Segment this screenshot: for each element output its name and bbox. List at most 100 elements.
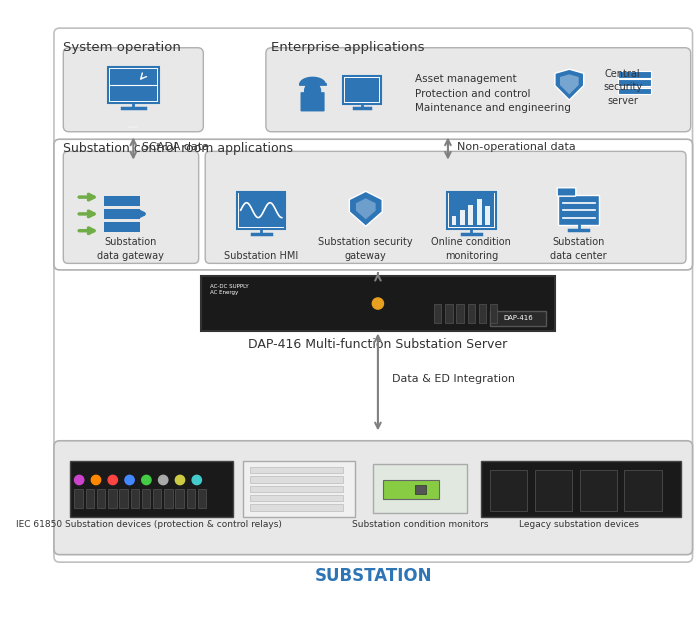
Bar xyxy=(343,77,381,104)
FancyBboxPatch shape xyxy=(205,151,686,263)
Text: Substation
data gateway: Substation data gateway xyxy=(129,125,138,128)
Circle shape xyxy=(108,475,118,485)
Bar xyxy=(481,462,681,518)
Text: Substation security
gateway: Substation security gateway xyxy=(318,238,413,261)
Text: Data & ED Integration: Data & ED Integration xyxy=(392,374,515,384)
Bar xyxy=(618,80,652,86)
Bar xyxy=(456,304,464,323)
Bar xyxy=(239,193,284,227)
Bar xyxy=(141,490,150,508)
Bar xyxy=(250,495,344,501)
FancyBboxPatch shape xyxy=(63,151,199,263)
Text: AC Energy: AC Energy xyxy=(210,290,238,295)
FancyBboxPatch shape xyxy=(266,48,691,132)
Circle shape xyxy=(141,475,151,485)
Bar xyxy=(490,304,498,323)
Bar xyxy=(85,490,94,508)
Bar xyxy=(624,470,661,511)
Bar xyxy=(164,490,172,508)
Circle shape xyxy=(175,475,185,485)
FancyBboxPatch shape xyxy=(557,188,576,196)
Bar xyxy=(490,311,546,326)
FancyBboxPatch shape xyxy=(54,441,692,555)
Bar xyxy=(373,464,467,513)
Text: Legacy substation devices: Legacy substation devices xyxy=(519,520,638,529)
Bar xyxy=(485,207,490,225)
Bar xyxy=(580,470,617,511)
Text: Asset management
Protection and control
Maintenance and engineering: Asset management Protection and control … xyxy=(415,74,571,113)
Bar xyxy=(447,192,496,229)
Bar xyxy=(445,304,453,323)
Bar xyxy=(237,192,286,229)
Bar xyxy=(490,470,527,511)
FancyBboxPatch shape xyxy=(63,48,203,132)
Circle shape xyxy=(74,475,84,485)
FancyBboxPatch shape xyxy=(300,92,325,111)
Bar xyxy=(119,490,127,508)
Circle shape xyxy=(304,83,321,99)
Text: Substation
data gateway: Substation data gateway xyxy=(97,238,164,261)
Bar xyxy=(449,193,493,227)
Text: DAP-416: DAP-416 xyxy=(503,315,533,322)
Bar xyxy=(200,276,555,331)
Circle shape xyxy=(372,298,384,309)
Circle shape xyxy=(192,475,202,485)
Text: DAP-416 Multi-function Substation Server: DAP-416 Multi-function Substation Server xyxy=(248,338,508,351)
Bar xyxy=(477,199,482,225)
Bar xyxy=(104,196,140,205)
Bar xyxy=(618,71,652,78)
Text: Substation condition monitors: Substation condition monitors xyxy=(351,520,488,529)
Bar xyxy=(250,476,344,483)
Text: Substation HMI: Substation HMI xyxy=(224,251,298,261)
Bar xyxy=(109,69,157,101)
Bar xyxy=(468,304,475,323)
Bar xyxy=(70,462,233,518)
Bar xyxy=(97,490,105,508)
Bar xyxy=(250,486,344,492)
Bar xyxy=(74,490,83,508)
Bar xyxy=(175,490,183,508)
Polygon shape xyxy=(555,69,584,100)
Text: Central
security
server: Central security server xyxy=(603,69,642,106)
Bar xyxy=(108,490,116,508)
Bar xyxy=(434,304,442,323)
Text: Substation
data center: Substation data center xyxy=(550,238,607,261)
Circle shape xyxy=(125,475,134,485)
Bar xyxy=(383,480,439,499)
Bar xyxy=(535,470,572,511)
Text: AC-DC SUPPLY: AC-DC SUPPLY xyxy=(210,284,248,289)
Bar xyxy=(345,78,379,102)
Text: Non-operational data: Non-operational data xyxy=(457,142,576,152)
Bar xyxy=(197,490,206,508)
Text: IEC 61850 Substation devices (protection & control relays): IEC 61850 Substation devices (protection… xyxy=(16,520,282,529)
Bar xyxy=(558,195,599,225)
Bar xyxy=(618,88,652,95)
Polygon shape xyxy=(356,198,376,219)
Circle shape xyxy=(91,475,101,485)
Bar xyxy=(242,462,355,518)
Bar xyxy=(468,205,473,225)
Bar xyxy=(186,490,195,508)
Bar xyxy=(479,304,486,323)
Bar xyxy=(130,490,139,508)
Circle shape xyxy=(158,475,168,485)
Text: SCADA data: SCADA data xyxy=(141,142,209,152)
Text: Online condition
monitoring: Online condition monitoring xyxy=(431,238,511,261)
Text: System operation: System operation xyxy=(63,41,181,54)
Bar xyxy=(104,222,140,231)
Bar xyxy=(415,485,426,494)
Polygon shape xyxy=(349,192,382,226)
Text: SUBSTATION: SUBSTATION xyxy=(314,567,432,585)
Polygon shape xyxy=(560,75,579,95)
Bar xyxy=(460,210,465,225)
Bar xyxy=(452,216,456,225)
FancyBboxPatch shape xyxy=(54,139,692,270)
Text: Substation control room applications: Substation control room applications xyxy=(63,142,293,155)
FancyBboxPatch shape xyxy=(54,28,692,562)
Text: Enterprise applications: Enterprise applications xyxy=(270,41,424,54)
Bar xyxy=(250,504,344,511)
Bar xyxy=(104,209,140,218)
Bar xyxy=(108,67,159,103)
Polygon shape xyxy=(300,77,326,85)
Bar xyxy=(250,467,344,473)
